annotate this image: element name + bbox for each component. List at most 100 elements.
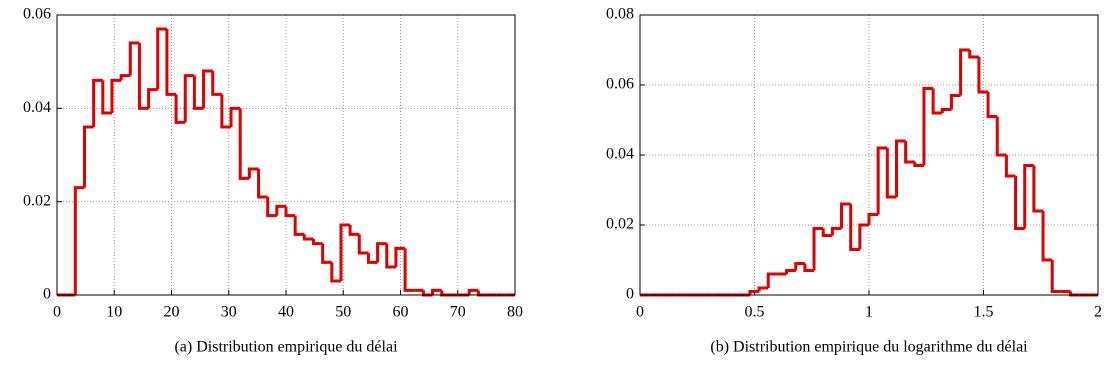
- histogram-step: [913, 162, 924, 167]
- histogram-step: [110, 78, 122, 113]
- histogram-step: [174, 94, 186, 124]
- x-tick-label: 40: [278, 304, 294, 321]
- histogram-step: [1041, 211, 1053, 262]
- histogram-step: [247, 167, 259, 179]
- histogram-step: [467, 288, 479, 295]
- histogram-step: [339, 223, 351, 281]
- histogram-step: [748, 290, 760, 295]
- histogram-step: [385, 243, 396, 269]
- histogram-step: [785, 269, 796, 274]
- histogram-step: [894, 139, 906, 197]
- histogram-step: [476, 290, 488, 297]
- histogram-step: [867, 213, 879, 225]
- histogram-step: [830, 227, 842, 236]
- y-tick-label: 0.06: [23, 6, 51, 23]
- histogram-step: [1023, 164, 1034, 229]
- histogram-step: [849, 204, 860, 251]
- histogram-step: [858, 223, 869, 250]
- y-tick-label: 0.02: [23, 192, 51, 209]
- plot-frame: [56, 14, 516, 296]
- histogram-step: [431, 288, 442, 295]
- x-tick-label: 0.5: [745, 304, 765, 321]
- histogram-step: [376, 242, 387, 263]
- histogram-step: [266, 197, 277, 218]
- y-tick-label: 0: [626, 286, 634, 303]
- plot-frame: [639, 14, 1099, 296]
- histogram-step: [220, 94, 232, 129]
- histogram-step: [821, 228, 833, 237]
- histogram-step: [1004, 155, 1016, 178]
- y-tick-label: 0.06: [606, 76, 634, 93]
- histogram-step: [840, 202, 851, 229]
- histogram-step: [284, 206, 296, 218]
- histogram-step: [986, 92, 998, 118]
- histogram-step: [940, 108, 952, 113]
- y-tick-label: 0.04: [606, 146, 634, 163]
- histogram-step: [931, 88, 943, 115]
- caption: (b) Distribution empirique du logarithme…: [710, 339, 1028, 356]
- histogram-step: [82, 125, 94, 188]
- histogram-step: [293, 215, 305, 236]
- histogram-step: [812, 227, 824, 271]
- y-tick-label: 0.04: [23, 99, 51, 116]
- x-tick-label: 0: [53, 304, 61, 321]
- histogram-step: [803, 263, 815, 272]
- histogram-step: [211, 71, 222, 96]
- histogram-step: [1069, 291, 1080, 297]
- histogram-step: [922, 87, 934, 166]
- histogram-step: [330, 262, 341, 283]
- histogram-step: [977, 57, 989, 94]
- histogram-step: [192, 75, 204, 110]
- histogram-step: [156, 27, 167, 90]
- histogram-step: [73, 186, 85, 295]
- histogram-step: [119, 74, 131, 81]
- histogram-step: [949, 94, 961, 110]
- histogram-step: [757, 286, 769, 292]
- histogram-step: [794, 262, 805, 271]
- x-tick-label: 10: [106, 304, 122, 321]
- y-tick-label: 0.02: [606, 216, 634, 233]
- histogram-step: [366, 253, 378, 264]
- x-tick-label: 20: [164, 304, 180, 321]
- y-tick-label: 0.08: [606, 6, 634, 23]
- histogram-step: [440, 290, 451, 297]
- histogram-step: [904, 141, 915, 164]
- histogram-step: [257, 169, 268, 199]
- x-tick-label: 70: [450, 304, 466, 321]
- x-tick-label: 60: [393, 304, 409, 321]
- histogram-step: [183, 74, 195, 123]
- histogram-step: [311, 239, 323, 246]
- histogram-step: [1032, 165, 1044, 213]
- histogram-step: [403, 248, 415, 292]
- histogram-step: [165, 29, 177, 96]
- histogram-step: [1050, 260, 1062, 293]
- histogram-step: [959, 48, 970, 96]
- x-tick-label: 1.5: [974, 304, 994, 321]
- x-tick-label: 50: [335, 304, 351, 321]
- caption: (a) Distribution empirique du délai: [174, 339, 398, 356]
- histogram-step: [101, 80, 112, 115]
- histogram-step: [357, 234, 369, 255]
- histogram-step: [1014, 176, 1025, 230]
- x-tick-label: 0: [636, 304, 644, 321]
- histogram-step: [238, 108, 250, 180]
- histogram-step: [348, 225, 360, 236]
- histogram-step: [321, 243, 332, 264]
- x-tick-label: 2: [1094, 304, 1102, 321]
- x-tick-label: 30: [221, 304, 237, 321]
- histogram-step: [202, 69, 213, 109]
- histogram-step: [92, 78, 103, 127]
- histogram-step: [147, 88, 158, 109]
- histogram-step: [128, 41, 140, 76]
- histogram-step: [876, 146, 888, 215]
- histogram-step: [968, 50, 979, 59]
- histogram-step: [229, 106, 241, 127]
- histogram-step: [302, 234, 314, 241]
- histogram-step: [885, 148, 897, 199]
- x-tick-label: 1: [865, 304, 873, 321]
- histogram-step: [766, 272, 778, 288]
- histogram-step: [394, 246, 406, 267]
- histogram-step: [275, 204, 286, 216]
- y-tick-label: 0: [43, 286, 51, 303]
